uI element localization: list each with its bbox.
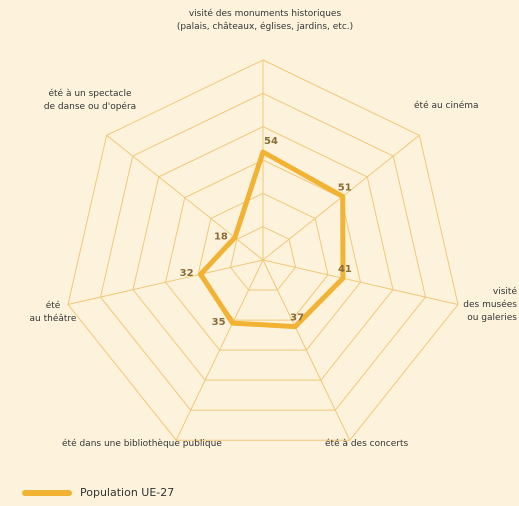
value-label: 37	[290, 313, 304, 324]
value-label: 54	[264, 136, 278, 147]
axis-label-museums: visité des musées ou galeries	[463, 287, 517, 323]
value-label: 18	[214, 232, 228, 243]
value-label: 41	[338, 264, 352, 275]
grid-spoke	[175, 259, 264, 441]
value-label: 51	[338, 182, 352, 193]
grid-ring	[197, 192, 329, 321]
axis-label-dance-opera: été à un spectacle de danse ou d'opéra	[43, 89, 137, 112]
grid-spoke	[106, 134, 264, 261]
series-layer	[198, 149, 346, 330]
grid-ring	[99, 92, 427, 411]
axis-label-concerts: été à des concerts	[325, 439, 409, 449]
legend-label: Population UE-27	[80, 486, 175, 499]
grid-spoke	[262, 259, 459, 305]
series-line	[198, 149, 346, 330]
grid-ring	[132, 126, 394, 381]
axis-label-theatre: été au théâtre	[29, 301, 77, 324]
value-label: 35	[212, 317, 226, 328]
axis-label-library: été dans une bibliothèque publique	[62, 439, 222, 449]
axis-label-cinema: été au cinéma	[414, 101, 479, 111]
axis-label-monuments: visité des monuments historiques (palais…	[176, 9, 354, 32]
radar-grid	[67, 59, 459, 441]
legend: Population UE-27	[22, 486, 174, 499]
grid-spoke	[67, 259, 264, 305]
grid-ring	[67, 59, 459, 441]
value-label: 32	[180, 268, 194, 279]
grid-ring	[229, 226, 297, 291]
grid-spoke	[262, 259, 351, 441]
value-labels: 54 51 41 37 35 32 18	[180, 136, 352, 328]
legend-swatch	[22, 489, 72, 496]
